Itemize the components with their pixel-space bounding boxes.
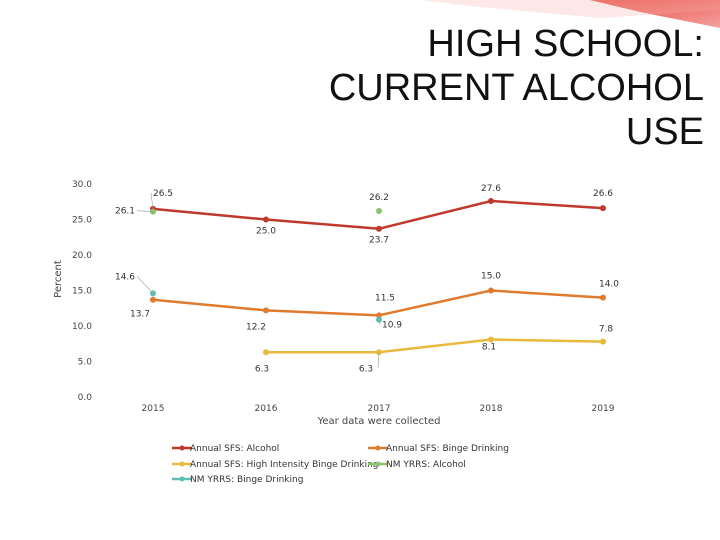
data-point: [600, 205, 606, 212]
label-leader-line: [136, 276, 154, 294]
data-point: [263, 216, 269, 223]
legend: Annual SFS: Alcohol Annual SFS: Binge Dri…: [172, 444, 509, 485]
legend-swatch-marker: [179, 476, 185, 482]
y-tick-label: 0.0: [78, 393, 93, 403]
x-axis-title: Year data were collected: [317, 416, 441, 427]
data-label: 23.7: [369, 236, 389, 246]
x-tick-label: 2017: [368, 404, 391, 414]
data-point: [600, 338, 606, 345]
data-label: 25.0: [256, 227, 276, 237]
data-label: 7.8: [599, 325, 614, 335]
data-point: [488, 198, 494, 205]
x-tick-label: 2019: [592, 404, 615, 414]
data-point: [263, 307, 269, 314]
legend-label: NM YRRS: Binge Drinking: [190, 475, 303, 485]
legend-item: Annual SFS: Binge Drinking: [368, 444, 509, 454]
data-point: [600, 294, 606, 301]
x-tick-label: 2016: [255, 404, 278, 414]
legend-swatch-marker: [375, 445, 381, 451]
data-point: [488, 336, 494, 343]
label-leader-line: [378, 319, 381, 325]
x-tick-label: 2015: [142, 404, 165, 414]
legend-item: Annual SFS: Alcohol: [172, 444, 279, 454]
data-point: [150, 296, 156, 303]
corner-accent-shape-light: [420, 0, 720, 18]
series-2: 6.3 6.3 8.1 7.8: [255, 325, 614, 375]
y-tick-label: 25.0: [72, 216, 92, 226]
data-point: [376, 207, 382, 214]
legend-label: Annual SFS: Alcohol: [190, 444, 279, 454]
data-label: 26.6: [593, 189, 613, 199]
series-1: 13.7 12.2 11.5 15.0 14.0: [130, 272, 619, 333]
y-axis: 0.0 5.0 10.0 15.0 20.0 25.0 30.0: [72, 180, 92, 403]
legend-item: NM YRRS: Binge Drinking: [172, 475, 303, 485]
y-tick-label: 10.0: [72, 322, 92, 332]
y-tick-label: 20.0: [72, 251, 92, 261]
data-label: 27.6: [481, 184, 501, 194]
data-label: 15.0: [481, 272, 501, 282]
data-point: [376, 312, 382, 319]
data-label: 14.6: [115, 272, 135, 282]
y-tick-label: 5.0: [78, 358, 93, 368]
series-3: 26.1 26.2: [115, 193, 389, 217]
y-axis-title: Percent: [53, 260, 64, 298]
legend-label: NM YRRS: Alcohol: [386, 460, 466, 470]
data-point: [488, 287, 494, 294]
data-label: 26.5: [153, 189, 173, 199]
legend-swatch-marker: [179, 461, 185, 467]
x-axis: 2015 2016 2017 2018 2019: [142, 404, 615, 414]
series-line: [266, 338, 604, 354]
data-label: 11.5: [375, 293, 395, 303]
legend-swatch-marker: [375, 461, 381, 467]
series-line: [152, 199, 604, 230]
legend-item: NM YRRS: Alcohol: [368, 460, 466, 470]
data-label: 8.1: [482, 342, 496, 352]
legend-item: Annual SFS: High Intensity Binge Drinkin…: [172, 460, 379, 470]
data-label: 12.2: [246, 322, 266, 332]
data-label: 26.1: [115, 207, 135, 217]
data-label: 26.2: [369, 193, 389, 203]
data-label: 14.0: [599, 280, 619, 290]
label-leader-line: [150, 192, 154, 209]
y-tick-label: 30.0: [72, 180, 92, 190]
y-tick-label: 15.0: [72, 287, 92, 297]
legend-label: Annual SFS: Binge Drinking: [386, 444, 509, 454]
series-group: 26.5 25.0 23.7 27.6 26.6 13.7 12.2 11.5 15.0 14.0…: [115, 184, 619, 374]
data-label: 10.9: [382, 321, 402, 331]
label-leader-line: [136, 210, 154, 212]
legend-label: Annual SFS: High Intensity Binge Drinkin…: [190, 460, 379, 470]
label-leader-line: [377, 352, 380, 369]
series-4: 14.6 10.9: [115, 272, 402, 330]
x-tick-label: 2018: [480, 404, 503, 414]
data-label: 6.3: [359, 364, 373, 374]
slide-title: HIGH SCHOOL: CURRENT ALCOHOL USE: [328, 23, 704, 153]
legend-swatch-marker: [179, 445, 185, 451]
data-label: 6.3: [255, 364, 269, 374]
data-point: [376, 225, 382, 232]
data-point: [263, 349, 269, 356]
data-label: 13.7: [130, 310, 150, 320]
